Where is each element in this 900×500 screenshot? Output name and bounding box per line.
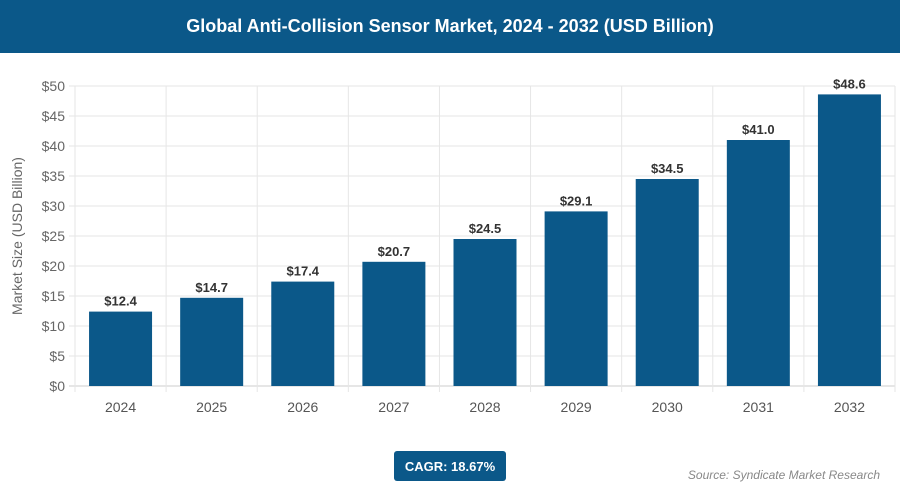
- y-tick-label: $10: [42, 318, 66, 334]
- bar: [362, 261, 426, 386]
- chart-title: Global Anti-Collision Sensor Market, 202…: [0, 0, 900, 53]
- x-tick-label: 2027: [378, 399, 409, 415]
- y-axis-label: Market Size (USD Billion): [9, 157, 25, 315]
- data-label: $14.7: [195, 280, 228, 295]
- y-tick-label: $15: [42, 288, 66, 304]
- data-label: $48.6: [833, 76, 866, 91]
- y-tick-label: $40: [42, 138, 66, 154]
- x-tick-label: 2026: [287, 399, 318, 415]
- y-tick-label: $50: [42, 78, 66, 94]
- x-tick-label: 2024: [105, 399, 136, 415]
- data-label: $41.0: [742, 122, 775, 137]
- cagr-badge: CAGR: 18.67%: [394, 451, 506, 481]
- bar: [726, 140, 790, 386]
- bar: [817, 94, 881, 387]
- bar: [89, 311, 153, 386]
- x-tick-label: 2032: [834, 399, 865, 415]
- y-tick-label: $35: [42, 168, 66, 184]
- y-tick-label: $30: [42, 198, 66, 214]
- data-label: $24.5: [469, 221, 502, 236]
- x-tick-label: 2030: [652, 399, 683, 415]
- bar: [544, 211, 608, 386]
- data-label: $20.7: [378, 244, 411, 259]
- y-tick-label: $45: [42, 108, 66, 124]
- data-label: $17.4: [287, 264, 320, 279]
- y-tick-label: $0: [49, 378, 65, 394]
- bar: [271, 281, 335, 386]
- y-tick-label: $20: [42, 258, 66, 274]
- x-tick-label: 2028: [469, 399, 500, 415]
- data-label: $34.5: [651, 161, 684, 176]
- bar: [180, 297, 244, 386]
- x-tick-label: 2025: [196, 399, 227, 415]
- bar: [635, 179, 699, 386]
- bar-chart: $0 $5 $10 $15 $20 $25 $30 $35 $40 $45 $50 $12.4 2024…: [9, 76, 896, 415]
- x-tick-label: 2029: [561, 399, 592, 415]
- bar: [453, 239, 517, 386]
- x-tick-label: 2031: [743, 399, 774, 415]
- y-tick-label: $5: [49, 348, 65, 364]
- y-tick-label: $25: [42, 228, 66, 244]
- data-label: $29.1: [560, 193, 593, 208]
- source-note: Source: Syndicate Market Research: [687, 468, 880, 482]
- data-label: $12.4: [104, 294, 137, 309]
